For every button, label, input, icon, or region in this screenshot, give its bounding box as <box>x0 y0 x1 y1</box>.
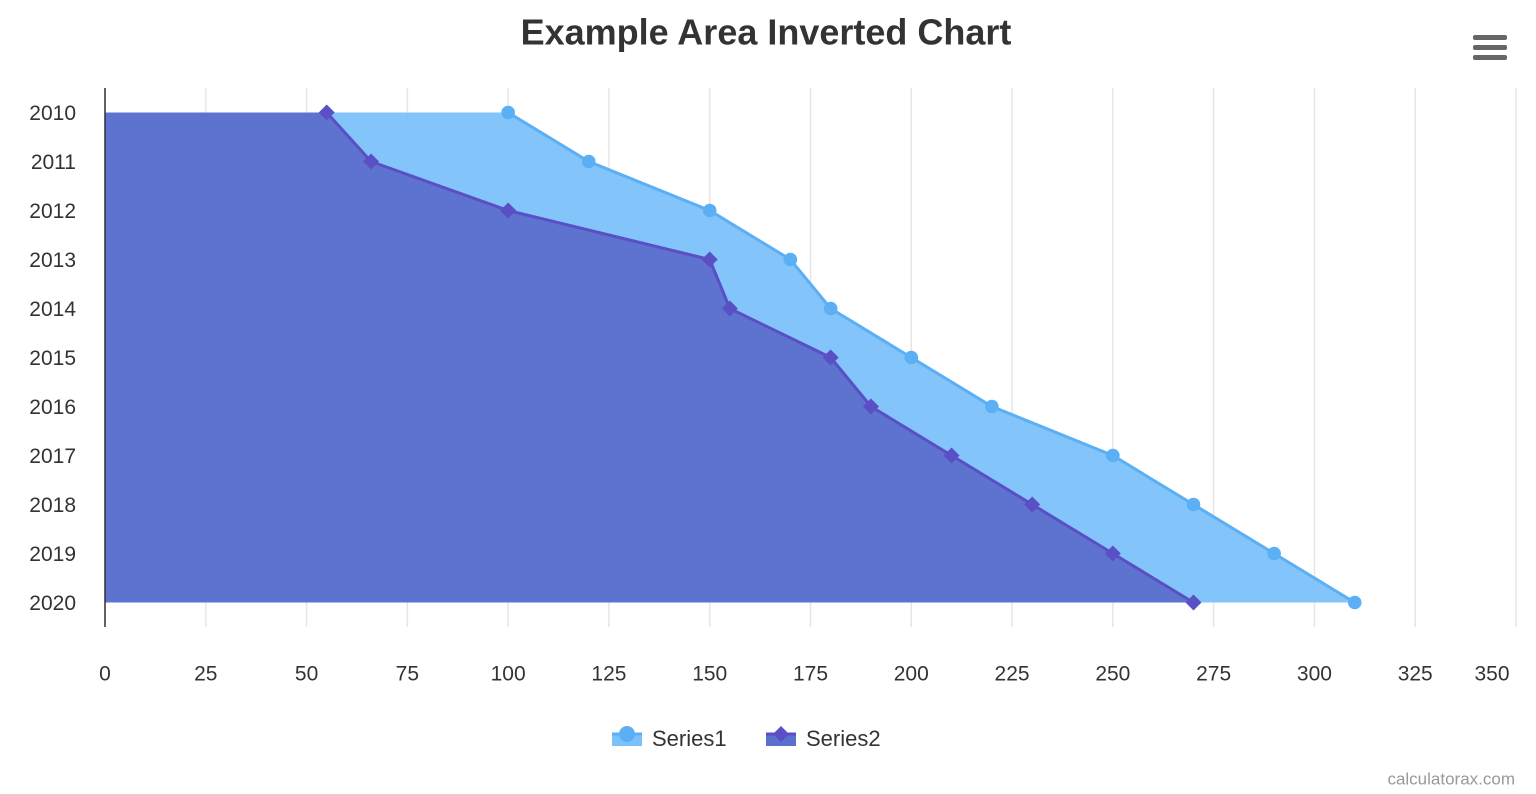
x-tick-label: 225 <box>995 663 1030 686</box>
x-tick-label: 50 <box>295 663 318 686</box>
marker <box>783 252 798 267</box>
legend-label: Series2 <box>806 726 881 751</box>
marker <box>822 349 839 366</box>
marker <box>500 202 517 219</box>
x-tick-label: 0 <box>99 663 111 686</box>
marker <box>943 447 960 464</box>
x-tick-label: 75 <box>396 663 419 686</box>
x-tick-label: 25 <box>194 663 217 686</box>
x-tick-label: 150 <box>692 663 727 686</box>
y-tick-label: 2018 <box>29 494 76 517</box>
marker <box>1185 594 1202 611</box>
y-tick-label: 2019 <box>29 543 76 566</box>
marker <box>581 154 596 169</box>
marker <box>701 251 718 268</box>
marker <box>363 153 380 170</box>
x-tick-label: 200 <box>894 663 929 686</box>
x-tick-label: 325 <box>1398 663 1433 686</box>
legend-item[interactable]: Series2 <box>766 726 881 751</box>
x-tick-label: 275 <box>1196 663 1231 686</box>
menu-bar[interactable] <box>1473 45 1507 50</box>
marker <box>1347 595 1362 610</box>
y-tick-label: 2014 <box>29 298 76 321</box>
marker <box>1024 496 1041 513</box>
legend-item[interactable]: Series1 <box>612 726 727 751</box>
marker <box>318 104 335 121</box>
y-tick-label: 2017 <box>29 445 76 468</box>
menu-bar[interactable] <box>1473 35 1507 40</box>
marker <box>721 300 738 317</box>
legend-label: Series1 <box>652 726 727 751</box>
x-tick-label: 250 <box>1095 663 1130 686</box>
marker <box>501 105 515 120</box>
legend-marker <box>773 726 789 742</box>
marker <box>1186 497 1201 512</box>
credits[interactable]: calculatorax.com <box>1387 769 1515 788</box>
marker <box>1267 546 1281 561</box>
marker <box>702 203 717 218</box>
marker <box>1106 448 1120 463</box>
y-tick-label: 2016 <box>29 396 76 419</box>
x-tick-label: 175 <box>793 663 828 686</box>
y-tick-label: 2010 <box>29 102 76 125</box>
y-tick-label: 2013 <box>29 249 76 272</box>
x-tick-label: 100 <box>491 663 526 686</box>
marker <box>985 399 999 414</box>
y-tick-label: 2020 <box>29 592 76 615</box>
marker <box>904 350 919 365</box>
menu-button[interactable] <box>1473 35 1507 60</box>
menu-bar[interactable] <box>1473 55 1507 60</box>
x-tick-label: 350 <box>1474 663 1509 686</box>
y-tick-label: 2012 <box>29 200 76 223</box>
x-tick-label: 300 <box>1297 663 1332 686</box>
legend-marker <box>619 726 635 742</box>
marker <box>823 301 838 316</box>
chart-title: Example Area Inverted Chart <box>521 12 1012 53</box>
y-tick-label: 2015 <box>29 347 76 370</box>
marker <box>1104 545 1121 562</box>
y-tick-label: 2011 <box>31 151 76 174</box>
x-tick-label: 125 <box>591 663 626 686</box>
marker <box>862 398 879 415</box>
area <box>105 112 1194 603</box>
